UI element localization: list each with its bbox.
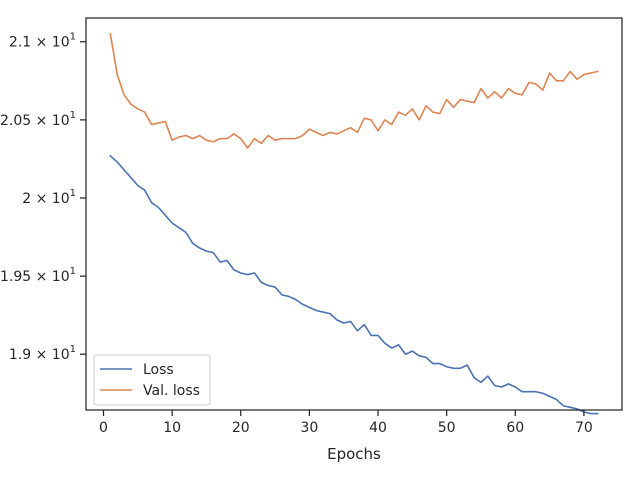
x-tick-label: 20 [232, 420, 250, 436]
x-tick-label: 60 [506, 420, 524, 436]
legend-label-val-loss: Val. loss [143, 383, 200, 399]
legend-label-loss: Loss [143, 362, 174, 378]
y-axis-ticks: 1.9 × 101 1.95 × 101 2 × 101 2.05 × 101 2.1 … [0, 32, 86, 363]
x-tick-label: 50 [438, 420, 456, 436]
x-axis-ticks: 0 10 20 30 40 50 60 70 [99, 410, 593, 436]
legend: Loss Val. loss [93, 354, 211, 406]
y-tick-label: 1.95 × 101 [0, 266, 76, 285]
x-tick-label: 10 [163, 420, 181, 436]
y-tick-label: 2.05 × 101 [0, 110, 76, 129]
series-line-val-loss [109, 33, 599, 149]
plot-series [109, 33, 599, 415]
series-line-loss [109, 154, 599, 415]
x-tick-label: 40 [369, 420, 387, 436]
x-tick-label: 30 [300, 420, 318, 436]
axes-frame [85, 17, 623, 411]
y-tick-label: 2 × 101 [22, 188, 76, 207]
x-tick-label: 0 [99, 420, 108, 436]
y-tick-label: 1.9 × 101 [9, 344, 76, 363]
y-tick-label: 2.1 × 101 [9, 32, 76, 51]
legend-box [93, 354, 211, 406]
x-axis-label: Epochs [327, 445, 381, 463]
x-tick-label: 70 [575, 420, 593, 436]
